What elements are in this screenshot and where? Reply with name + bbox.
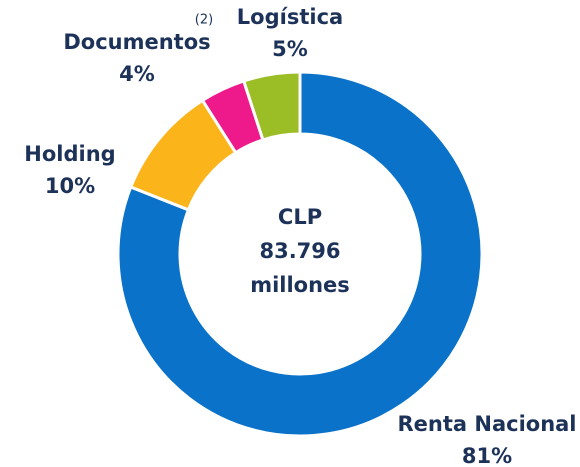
slice-value-label: 10% (45, 174, 95, 198)
donut-slice (116, 70, 484, 438)
slice-label: Renta Nacional (397, 412, 576, 436)
slice-value-label: 5% (272, 37, 308, 61)
slice-value-label: 4% (119, 62, 155, 86)
slice-value-label: 81% (462, 444, 512, 467)
donut-slice (241, 70, 302, 142)
center-text: CLP (278, 205, 322, 229)
slice-label: Holding (24, 142, 115, 166)
slice-label: Documentos (63, 30, 210, 54)
center-text: 83.796 (259, 239, 340, 263)
center-text: millones (250, 273, 350, 297)
slice-label: Logística (237, 5, 343, 29)
annotation: (2) (195, 13, 213, 28)
